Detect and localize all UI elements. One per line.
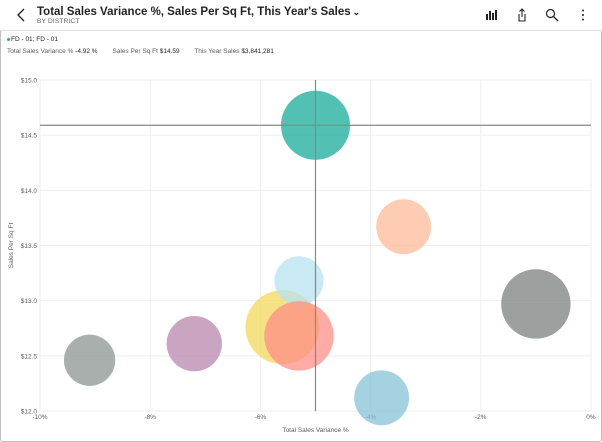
header-divider — [0, 30, 602, 31]
stat-this-year-sales: This Year Sales $3,841,281 — [194, 48, 274, 55]
x-tick-label: -10% — [32, 414, 47, 421]
legend-dot-icon — [7, 37, 10, 41]
visual-title[interactable]: Total Sales Variance %, Sales Per Sq Ft,… — [37, 6, 360, 18]
x-tick-label: -8% — [144, 414, 156, 421]
x-tick-label: -2% — [475, 414, 487, 421]
stat-label: Sales Per Sq Ft — [112, 48, 158, 55]
visual-type-icon[interactable] — [484, 8, 498, 22]
data-bubble[interactable] — [354, 370, 410, 426]
y-tick-label: $12.5 — [21, 353, 38, 360]
data-bubble[interactable] — [274, 256, 324, 306]
x-tick-label: 0% — [586, 414, 596, 421]
data-bubble[interactable] — [501, 269, 571, 339]
stat-label: This Year Sales — [194, 48, 240, 55]
y-tick-label: $13.0 — [21, 298, 38, 305]
data-bubble[interactable] — [376, 199, 432, 255]
y-tick-label: $13.5 — [21, 243, 38, 250]
search-icon[interactable] — [545, 8, 559, 22]
stat-sales-per-sqft: Sales Per Sq Ft $14.59 — [112, 48, 179, 55]
y-tick-label: $12.0 — [21, 409, 38, 416]
visual-title-text: Total Sales Variance %, Sales Per Sq Ft,… — [37, 6, 351, 18]
data-bubble[interactable] — [166, 316, 222, 372]
back-arrow-icon[interactable] — [14, 7, 28, 23]
stat-value: -4.92 % — [75, 48, 98, 55]
share-icon[interactable] — [515, 8, 529, 22]
selection-stats: Total Sales Variance % -4.92 % Sales Per… — [7, 48, 287, 55]
header-bar: Total Sales Variance %, Sales Per Sq Ft,… — [0, 0, 602, 30]
selection-legend: FD - 01; FD - 01 — [7, 36, 58, 43]
data-bubble[interactable] — [264, 301, 334, 371]
visual-subtitle: BY DISTRICT — [37, 18, 80, 25]
x-axis-title: Total Sales Variance % — [282, 427, 349, 434]
stat-sales-variance: Total Sales Variance % -4.92 % — [7, 48, 98, 55]
stat-label: Total Sales Variance % — [7, 48, 74, 55]
y-tick-label: $14.0 — [21, 188, 38, 195]
more-options-icon[interactable] — [576, 8, 590, 22]
chevron-down-icon[interactable]: ⌄ — [352, 7, 361, 17]
y-tick-label: $14.5 — [21, 133, 38, 140]
stat-value: $3,841,281 — [241, 48, 274, 55]
y-tick-label: $15.0 — [21, 78, 38, 85]
x-tick-label: -6% — [255, 414, 267, 421]
stat-value: $14.59 — [159, 48, 180, 55]
legend-label: FD - 01; FD - 01 — [11, 36, 58, 43]
data-bubble[interactable] — [63, 334, 116, 386]
y-axis-title: Sales Per Sq Ft — [8, 223, 15, 269]
